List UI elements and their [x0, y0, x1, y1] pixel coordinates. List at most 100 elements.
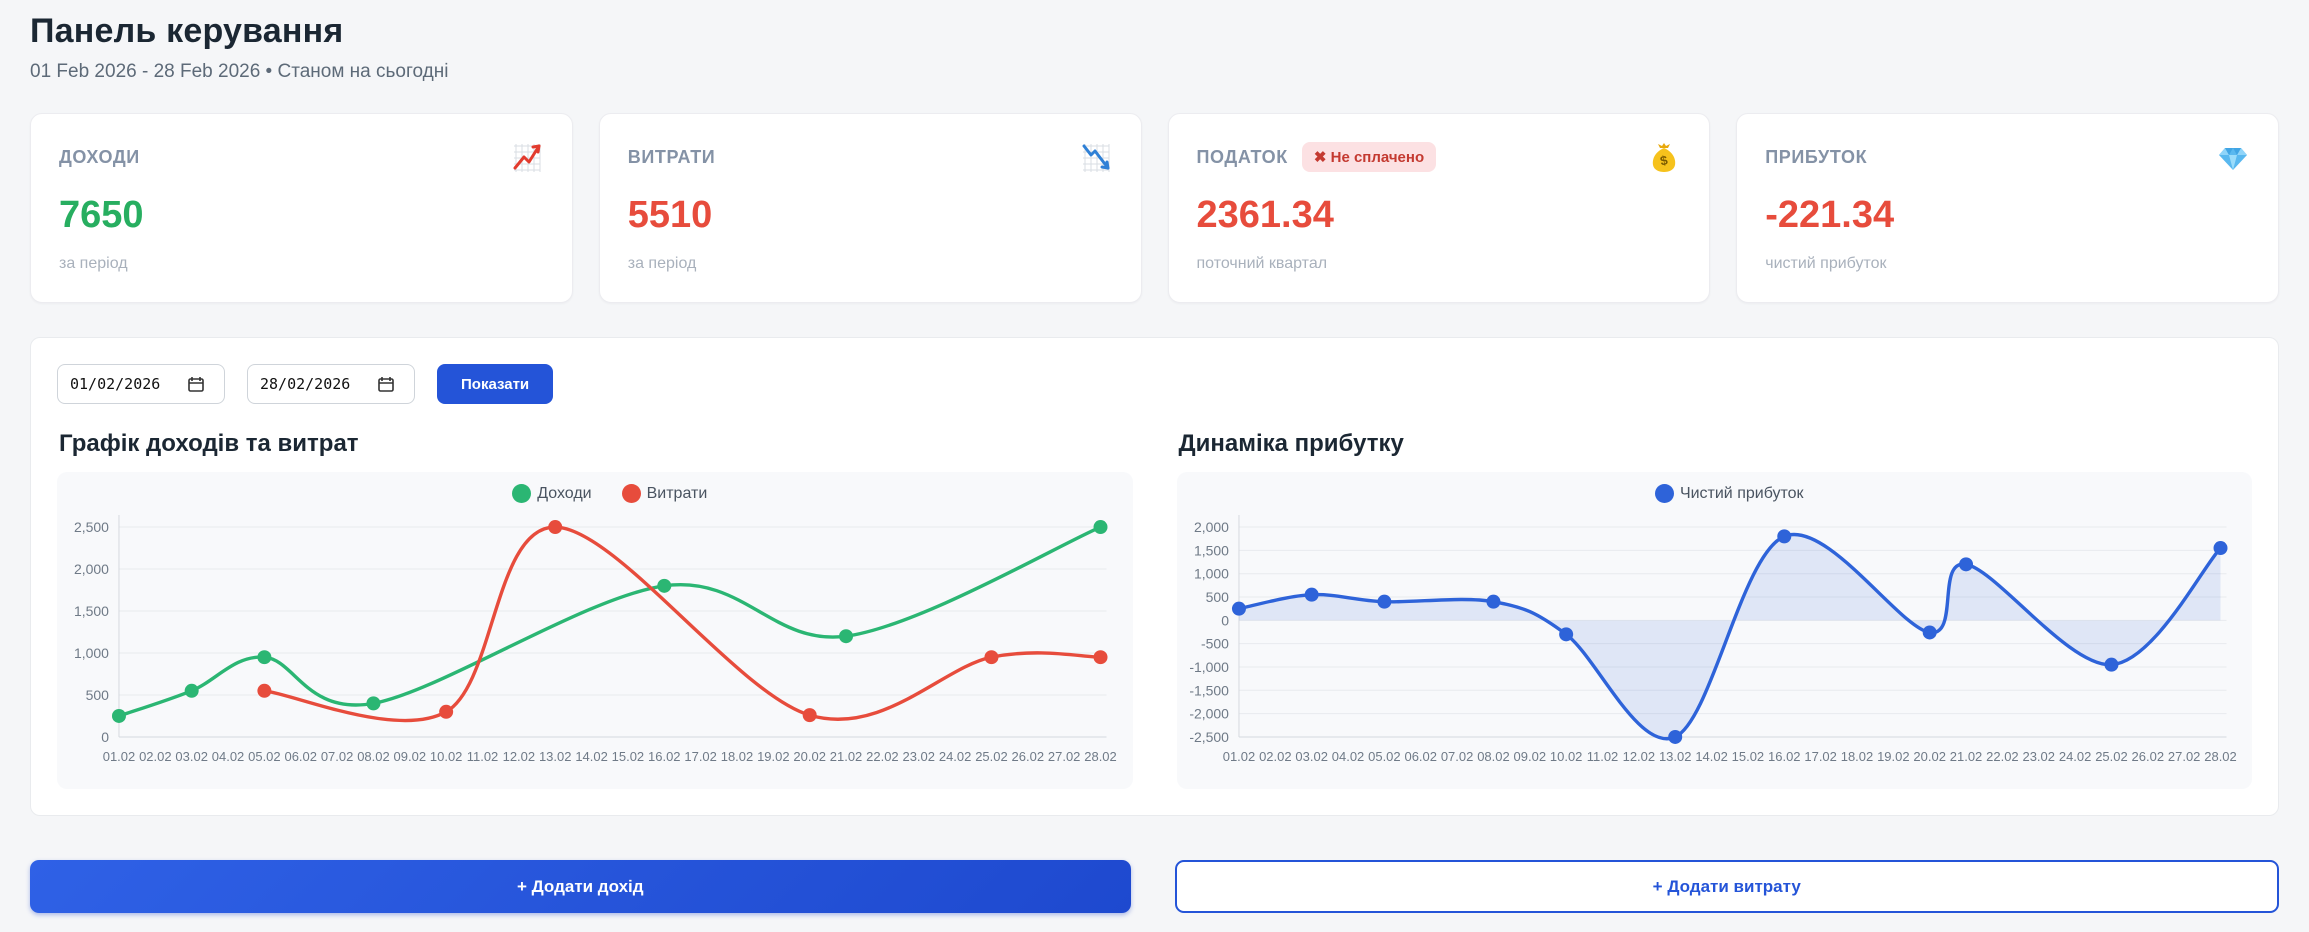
charts-section: Показати Графік доходів та витрат 0 500 1,…: [30, 337, 2279, 816]
svg-text:1,000: 1,000: [74, 645, 109, 661]
svg-text:09.02: 09.02: [394, 749, 427, 764]
stat-card-value: 7650: [59, 194, 544, 237]
data-point[interactable]: [1959, 557, 1973, 571]
svg-text:1,500: 1,500: [74, 603, 109, 619]
svg-text:2,000: 2,000: [1193, 519, 1228, 535]
add-expense-button[interactable]: + Додати витрату: [1175, 860, 2280, 913]
svg-text:01.02: 01.02: [103, 749, 136, 764]
add-income-button[interactable]: + Додати дохід: [30, 860, 1131, 913]
svg-text:16.02: 16.02: [1768, 749, 1801, 764]
data-point[interactable]: [366, 696, 380, 710]
svg-text:12.02: 12.02: [1622, 749, 1655, 764]
svg-text:08.02: 08.02: [1477, 749, 1510, 764]
date-to-field[interactable]: [247, 364, 415, 404]
date-range-subtitle: 01 Feb 2026 - 28 Feb 2026 • Станом на сь…: [30, 61, 2279, 83]
svg-text:05.02: 05.02: [248, 749, 280, 764]
svg-text:0: 0: [101, 729, 109, 745]
data-point[interactable]: [1094, 650, 1108, 664]
calendar-icon: [378, 376, 394, 392]
page-title: Панель керування: [30, 12, 2279, 51]
data-point[interactable]: [1231, 602, 1245, 616]
data-point[interactable]: [257, 684, 271, 698]
data-point[interactable]: [257, 650, 271, 664]
stat-card-label: ПОДАТОК: [1197, 147, 1288, 168]
svg-text:23.02: 23.02: [902, 749, 935, 764]
svg-text:13.02: 13.02: [539, 749, 572, 764]
data-point[interactable]: [548, 520, 562, 534]
stat-card-value: -221.34: [1765, 194, 2250, 237]
stat-card-value: 2361.34: [1197, 194, 1682, 237]
date-from-field[interactable]: [57, 364, 225, 404]
date-to-input[interactable]: [260, 375, 366, 393]
income-expense-chart-title: Графік доходів та витрат: [59, 430, 1133, 458]
stat-card-caption: за період: [628, 255, 1113, 273]
data-point[interactable]: [2213, 541, 2227, 555]
money-bag-icon: $: [1647, 140, 1681, 174]
svg-text:11.02: 11.02: [1586, 749, 1618, 764]
svg-text:24.02: 24.02: [939, 749, 972, 764]
chart-canvas[interactable]: -2,500-2,000-1,500-1,000-50005001,0001,5…: [1177, 472, 2253, 789]
data-point[interactable]: [1777, 529, 1791, 543]
data-point[interactable]: [1377, 595, 1391, 609]
calendar-icon: [188, 376, 204, 392]
data-point[interactable]: [2104, 658, 2118, 672]
stat-card-caption: за період: [59, 255, 544, 273]
svg-text:0: 0: [1221, 612, 1229, 628]
svg-text:13.02: 13.02: [1658, 749, 1691, 764]
dashboard-page: Панель керування 01 Feb 2026 - 28 Feb 20…: [0, 0, 2309, 913]
data-point[interactable]: [1094, 520, 1108, 534]
stat-card-label: ПРИБУТОК: [1765, 147, 1867, 168]
gem-icon: [2216, 140, 2250, 174]
svg-text:20.02: 20.02: [793, 749, 826, 764]
svg-text:03.02: 03.02: [175, 749, 208, 764]
data-point[interactable]: [1559, 627, 1573, 641]
date-from-input[interactable]: [70, 375, 176, 393]
svg-text:-1,500: -1,500: [1189, 682, 1229, 698]
svg-text:02.02: 02.02: [1259, 749, 1292, 764]
income-expense-chart[interactable]: 05001,0001,5002,0002,50001.0202.0203.020…: [57, 472, 1133, 789]
data-point[interactable]: [1922, 625, 1936, 639]
svg-text:2,000: 2,000: [74, 561, 109, 577]
data-point[interactable]: [1304, 588, 1318, 602]
show-button[interactable]: Показати: [437, 364, 553, 404]
chart-decreasing-icon: [1079, 140, 1113, 174]
svg-text:20.02: 20.02: [1913, 749, 1946, 764]
data-point[interactable]: [112, 709, 126, 723]
svg-text:15.02: 15.02: [1731, 749, 1764, 764]
svg-text:17.02: 17.02: [1804, 749, 1837, 764]
svg-text:25.02: 25.02: [2095, 749, 2128, 764]
data-point[interactable]: [984, 650, 998, 664]
data-point[interactable]: [185, 684, 199, 698]
svg-text:28.02: 28.02: [2204, 749, 2237, 764]
data-point[interactable]: [657, 579, 671, 593]
data-point[interactable]: [439, 705, 453, 719]
stat-card-caption: чистий прибуток: [1765, 255, 2250, 273]
svg-text:21.02: 21.02: [1949, 749, 1982, 764]
svg-text:22.02: 22.02: [1986, 749, 2019, 764]
chart-increasing-icon: [510, 140, 544, 174]
profit-chart-title: Динаміка прибутку: [1179, 430, 2253, 458]
stat-card-expenses: ВИТРАТИ 5510 за період: [599, 113, 1142, 303]
stat-cards-row: ДОХОДИ 7650 за період ВИТРАТИ 5510 за пе…: [30, 113, 2279, 303]
stat-card-value: 5510: [628, 194, 1113, 237]
svg-text:15.02: 15.02: [612, 749, 645, 764]
svg-text:12.02: 12.02: [503, 749, 536, 764]
svg-text:19.02: 19.02: [757, 749, 790, 764]
profit-chart[interactable]: -2,500-2,000-1,500-1,000-50005001,0001,5…: [1177, 472, 2253, 789]
svg-text:01.02: 01.02: [1222, 749, 1255, 764]
data-point[interactable]: [1668, 730, 1682, 744]
svg-text:11.02: 11.02: [467, 749, 499, 764]
svg-text:07.02: 07.02: [321, 749, 354, 764]
svg-text:26.02: 26.02: [1012, 749, 1045, 764]
profit-chart-col: Динаміка прибутку -2,500-2,000-1,500-1,0…: [1177, 430, 2253, 789]
chart-canvas[interactable]: 05001,0001,5002,0002,50001.0202.0203.020…: [57, 472, 1133, 789]
data-point[interactable]: [803, 708, 817, 722]
svg-text:500: 500: [86, 687, 110, 703]
svg-text:06.02: 06.02: [284, 749, 317, 764]
svg-text:14.02: 14.02: [575, 749, 608, 764]
svg-text:-500: -500: [1200, 636, 1228, 652]
svg-text:09.02: 09.02: [1513, 749, 1546, 764]
svg-text:08.02: 08.02: [357, 749, 390, 764]
data-point[interactable]: [1486, 595, 1500, 609]
data-point[interactable]: [839, 629, 853, 643]
